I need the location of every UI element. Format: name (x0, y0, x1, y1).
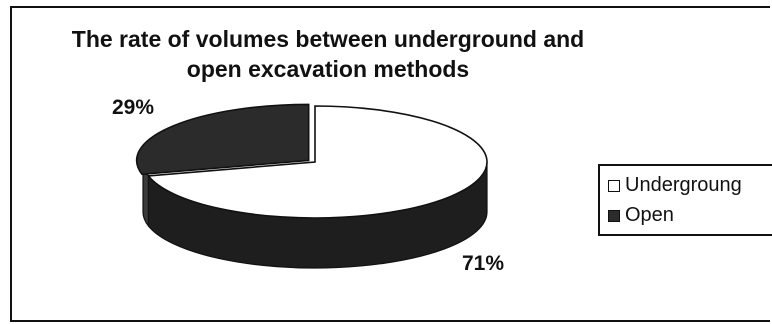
legend-label-undergroung: Undergroung (625, 174, 742, 196)
data-label-undergroung: 71% (462, 252, 505, 275)
legend-swatch-undergroung (608, 179, 620, 192)
chart-title-line-1: The rate of volumes between underground … (71, 26, 585, 52)
chart-title-line-2: open excavation methods (186, 56, 470, 82)
pie-slice-undergroung (146, 105, 488, 219)
legend: Undergroung Open (598, 164, 772, 236)
chart-title: The rate of volumes between underground … (28, 24, 628, 84)
legend-item-undergroung: Undergroung (608, 174, 742, 197)
data-label-open: 29% (112, 96, 155, 119)
legend-swatch-open (608, 209, 620, 222)
legend-label-open: Open (625, 204, 674, 226)
legend-item-open: Open (608, 204, 674, 227)
pie-slice-open (135, 103, 310, 176)
